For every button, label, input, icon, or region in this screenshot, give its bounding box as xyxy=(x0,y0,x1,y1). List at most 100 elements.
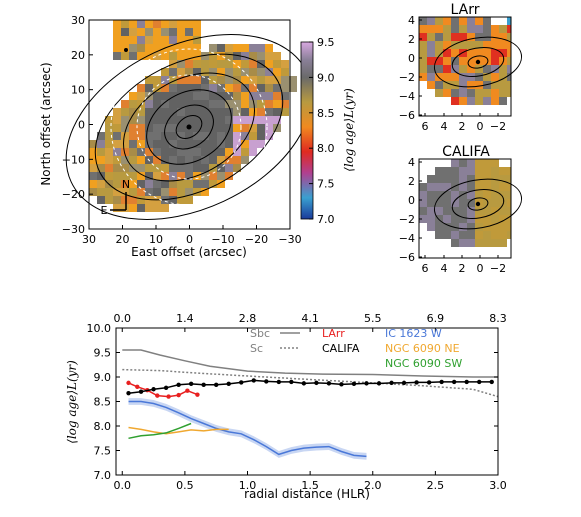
point-larr xyxy=(126,380,131,386)
map-pixel xyxy=(137,204,145,212)
map-pixel xyxy=(427,215,435,223)
main-x-label: East offset (arcsec) xyxy=(131,245,247,259)
map-pixel xyxy=(201,68,209,76)
map-pixel xyxy=(483,73,491,81)
map-pixel xyxy=(435,25,443,33)
map-pixel xyxy=(193,148,201,156)
compass: N E xyxy=(101,178,131,217)
legend-larr: LArr xyxy=(322,327,345,340)
point-califa xyxy=(314,380,319,386)
map-pixel xyxy=(241,124,249,132)
map-pixel xyxy=(233,116,241,124)
map-pixel xyxy=(169,140,177,148)
map-pixel xyxy=(161,140,169,148)
map-pixel xyxy=(89,180,97,188)
map-pixel xyxy=(193,68,201,76)
map-pixel xyxy=(233,124,241,132)
map-pixel xyxy=(483,25,491,33)
map-pixel xyxy=(121,36,129,44)
map-pixel xyxy=(451,191,459,199)
main-x-tick-label: 30 xyxy=(82,233,96,246)
map-pixel xyxy=(201,108,209,116)
profile-top-tick-label: 5.5 xyxy=(364,312,382,325)
map-pixel xyxy=(499,167,507,175)
map-pixel xyxy=(169,156,177,164)
point-califa xyxy=(264,379,269,384)
map-pixel xyxy=(507,167,511,175)
map-pixel xyxy=(177,196,185,204)
map-pixel xyxy=(491,191,499,199)
map-pixel xyxy=(209,76,217,84)
map-pixel xyxy=(443,199,451,207)
map-pixel xyxy=(427,81,435,89)
map-pixel xyxy=(443,33,451,41)
map-pixel xyxy=(161,68,169,76)
map-pixel xyxy=(209,84,217,92)
map-pixel xyxy=(265,60,273,68)
map-pixel xyxy=(177,76,185,84)
map-pixel xyxy=(475,49,483,57)
map-pixel xyxy=(193,180,201,188)
map-pixel xyxy=(443,167,451,175)
main-x-tick-label: −10 xyxy=(211,233,234,246)
map-pixel xyxy=(467,167,475,175)
map-pixel xyxy=(121,188,129,196)
califa-map-contours xyxy=(433,178,523,230)
map-pixel xyxy=(129,180,137,188)
profile-y-tick-label: 8.5 xyxy=(94,396,112,409)
larr-x-tick-label: −2 xyxy=(490,120,506,133)
map-pixel xyxy=(161,172,169,180)
map-pixel xyxy=(121,132,129,140)
map-pixel xyxy=(121,44,129,52)
map-pixel xyxy=(177,132,185,140)
map-pixel xyxy=(113,28,121,36)
map-pixel xyxy=(443,183,451,191)
map-pixel xyxy=(435,199,443,207)
map-pixel xyxy=(459,207,467,215)
map-pixel xyxy=(193,188,201,196)
map-pixel xyxy=(419,207,427,215)
map-pixel xyxy=(153,52,161,60)
map-pixel xyxy=(193,52,201,60)
map-pixel xyxy=(225,156,233,164)
profile-y-tick-label: 9.0 xyxy=(94,371,112,384)
map-pixel xyxy=(459,25,467,33)
califa-x-tick-label: −2 xyxy=(490,262,506,275)
map-pixel xyxy=(201,140,209,148)
map-pixel xyxy=(443,89,451,97)
map-pixel xyxy=(435,223,443,231)
map-pixel xyxy=(217,124,225,132)
map-pixel xyxy=(161,52,169,60)
map-pixel xyxy=(97,156,105,164)
map-pixel xyxy=(177,188,185,196)
map-pixel xyxy=(121,196,129,204)
map-pixel xyxy=(499,183,507,191)
map-pixel xyxy=(491,207,499,215)
colorbar-gradient xyxy=(300,41,314,220)
map-pixel xyxy=(249,148,257,156)
contour-line xyxy=(164,104,214,150)
map-pixel xyxy=(153,20,161,28)
point-califa xyxy=(151,387,156,392)
map-pixel xyxy=(145,44,153,52)
map-pixel xyxy=(97,180,105,188)
map-pixel xyxy=(435,17,443,25)
map-pixel xyxy=(427,73,435,81)
map-pixel xyxy=(459,33,467,41)
map-pixel xyxy=(137,188,145,196)
map-pixel xyxy=(499,25,507,33)
map-pixel xyxy=(97,132,105,140)
larr-age-map: LArr 6 4 2 0 −2 420−2−4−6 xyxy=(399,2,523,133)
radial-profile-plot: 0.0 0.5 1.0 1.5 2.0 2.5 3.0 0.0 1.4 2.8 4.1 5.5 6.9… xyxy=(65,312,507,501)
map-pixel xyxy=(443,215,451,223)
map-pixel xyxy=(129,188,137,196)
map-pixel xyxy=(161,204,169,212)
map-pixel xyxy=(145,164,153,172)
map-pixel xyxy=(185,196,193,204)
califa-title: CALIFA xyxy=(442,144,490,160)
map-pixel xyxy=(499,89,507,97)
profile-y-tick-label: 8.0 xyxy=(94,420,112,433)
map-pixel xyxy=(467,65,475,73)
map-pixel xyxy=(145,52,153,60)
map-pixel xyxy=(129,100,137,108)
